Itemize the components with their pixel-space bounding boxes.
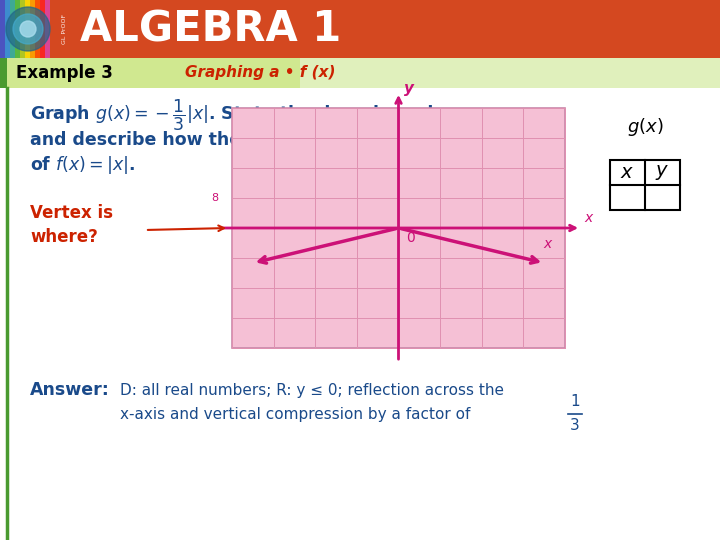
FancyBboxPatch shape [0,0,720,58]
FancyBboxPatch shape [10,0,15,58]
FancyBboxPatch shape [30,0,35,58]
Text: 8: 8 [211,193,218,203]
Text: $x$: $x$ [621,163,634,182]
Text: Answer:: Answer: [30,381,110,399]
FancyBboxPatch shape [45,0,50,58]
Text: x: x [584,211,593,225]
FancyBboxPatch shape [0,0,5,58]
FancyBboxPatch shape [300,58,720,88]
Text: $y$: $y$ [655,163,670,182]
Text: Vertex is
where?: Vertex is where? [30,204,113,246]
Text: 1: 1 [570,394,580,409]
Circle shape [20,21,36,37]
FancyBboxPatch shape [40,0,45,58]
Text: GL PrOOF: GL PrOOF [62,14,67,44]
Text: Graph $g(x) = -\dfrac{1}{3}|x|$. State the domain and range,: Graph $g(x) = -\dfrac{1}{3}|x|$. State t… [30,97,503,133]
FancyBboxPatch shape [0,58,7,88]
Circle shape [6,7,50,51]
Text: D: all real numbers; R: y ≤ 0; reflection across the: D: all real numbers; R: y ≤ 0; reflectio… [120,382,504,397]
Text: Example 3: Example 3 [16,64,113,82]
FancyBboxPatch shape [232,108,565,348]
Text: 3: 3 [570,418,580,433]
FancyBboxPatch shape [0,88,720,540]
Text: x: x [543,237,551,251]
Text: and describe how the graph is related to the graph: and describe how the graph is related to… [30,131,532,149]
Text: of $f(x) = |x|$.: of $f(x) = |x|$. [30,154,135,176]
Text: x-axis and vertical compression by a factor of: x-axis and vertical compression by a fac… [120,407,470,422]
FancyBboxPatch shape [35,0,40,58]
FancyBboxPatch shape [20,0,25,58]
FancyBboxPatch shape [610,160,680,210]
Text: y: y [405,80,415,96]
Text: $g(x)$: $g(x)$ [626,116,663,138]
Text: 0: 0 [407,231,415,245]
Text: ALGEBRA 1: ALGEBRA 1 [80,8,341,50]
Text: Graphing a • f (x): Graphing a • f (x) [185,65,336,80]
FancyBboxPatch shape [0,58,720,88]
FancyBboxPatch shape [25,0,30,58]
Circle shape [13,14,43,44]
FancyBboxPatch shape [15,0,20,58]
FancyBboxPatch shape [5,0,10,58]
